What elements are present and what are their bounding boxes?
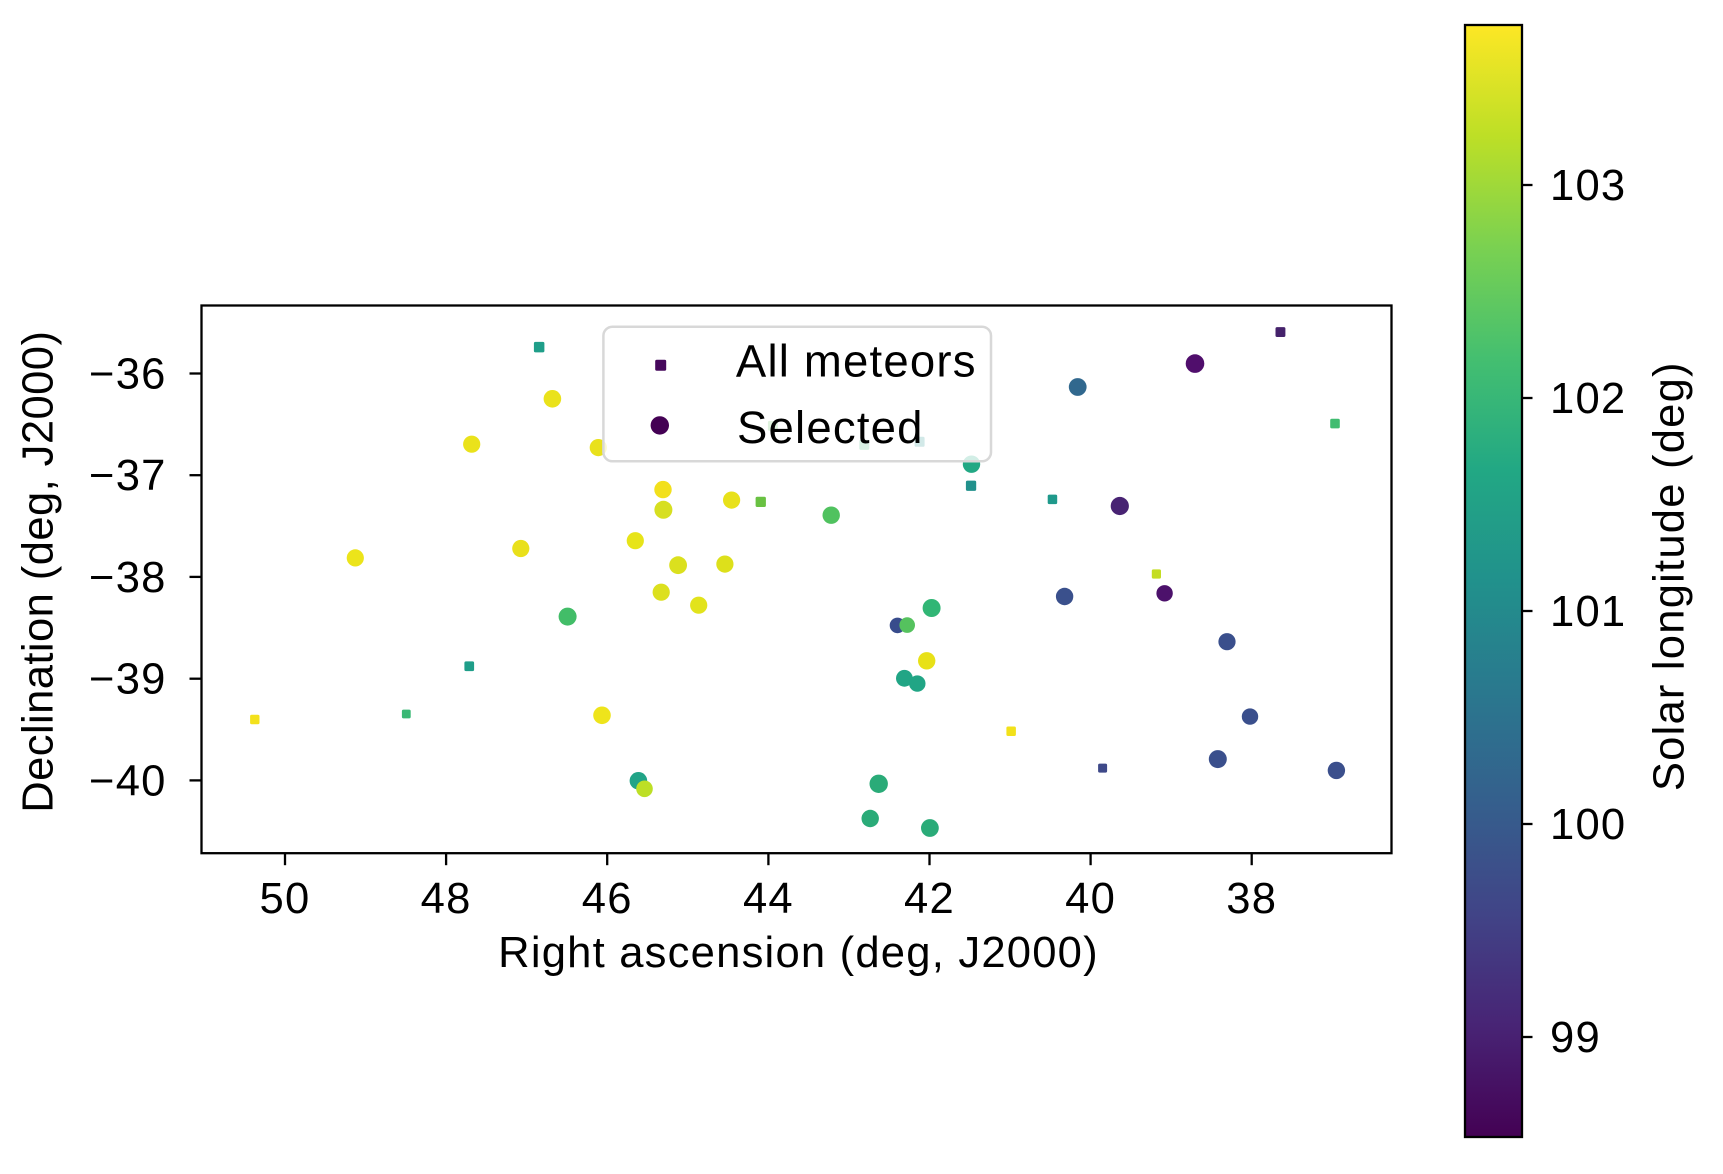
svg-text:50: 50 [260, 875, 311, 923]
svg-text:44: 44 [743, 875, 794, 923]
svg-text:Solar longitude (deg): Solar longitude (deg) [1646, 361, 1694, 791]
svg-text:Right ascension (deg, J2000): Right ascension (deg, J2000) [498, 929, 1099, 977]
svg-text:103: 103 [1550, 162, 1626, 210]
svg-text:99: 99 [1550, 1014, 1601, 1062]
svg-text:−39: −39 [89, 656, 167, 704]
svg-text:40: 40 [1065, 875, 1116, 923]
svg-text:42: 42 [904, 875, 955, 923]
svg-text:100: 100 [1550, 801, 1626, 849]
svg-text:All meteors: All meteors [736, 335, 977, 386]
svg-text:Declination (deg, J2000): Declination (deg, J2000) [15, 331, 63, 813]
svg-text:102: 102 [1550, 375, 1626, 423]
svg-text:101: 101 [1550, 588, 1626, 636]
svg-text:46: 46 [582, 875, 633, 923]
svg-text:−40: −40 [89, 757, 167, 805]
svg-text:−37: −37 [89, 452, 167, 500]
svg-text:−36: −36 [89, 350, 167, 398]
svg-text:−38: −38 [89, 554, 167, 602]
svg-text:Selected: Selected [737, 402, 924, 453]
svg-text:48: 48 [421, 875, 472, 923]
svg-text:38: 38 [1226, 875, 1277, 923]
